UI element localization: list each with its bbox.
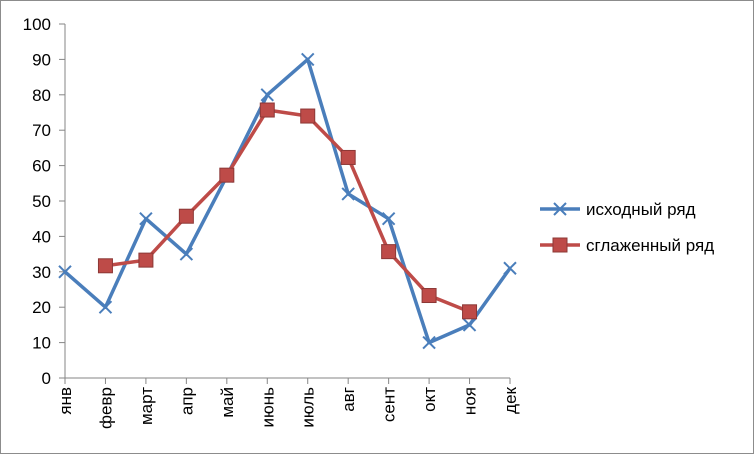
series-1-point <box>503 261 517 275</box>
x-tick-label: дек <box>501 386 520 413</box>
series-2-point <box>259 102 275 118</box>
legend-marker-1 <box>553 202 567 216</box>
y-tick-label: 50 <box>32 192 51 211</box>
series-2-point <box>340 149 356 165</box>
series-1-point <box>301 52 315 67</box>
series-1-point <box>179 247 194 261</box>
series-2-point <box>138 252 154 268</box>
series-line-1 <box>63 57 512 345</box>
x-tick-label: ноя <box>461 387 480 415</box>
legend-label-1: исходный ряд <box>586 200 696 219</box>
series-2-point <box>462 304 478 320</box>
x-tick-label: май <box>218 387 237 418</box>
series-2-point <box>178 208 194 224</box>
y-tick-label: 90 <box>32 50 51 69</box>
y-tick-label: 20 <box>32 298 51 317</box>
y-tick-label: 70 <box>32 121 51 140</box>
y-tick-label: 30 <box>32 263 51 282</box>
series-1-point <box>98 300 113 314</box>
legend-marker-2 <box>552 237 568 253</box>
x-tick-label: июль <box>299 387 318 428</box>
series-1-point <box>58 265 72 279</box>
x-tick-label: авг <box>339 387 358 412</box>
x-tick-label: апр <box>177 387 196 415</box>
series-2-point <box>381 244 397 260</box>
y-tick-label: 0 <box>42 369 51 388</box>
x-tick-label: сент <box>380 387 399 422</box>
x-tick-label: июнь <box>258 387 277 428</box>
series-1-point <box>462 318 477 332</box>
x-tick-label: март <box>137 387 156 425</box>
series-2-point <box>300 108 316 124</box>
series-1-point <box>341 187 355 201</box>
series-1-point <box>381 211 396 226</box>
series-line-2 <box>105 108 471 314</box>
series-2-point <box>219 167 235 183</box>
y-tick-label: 100 <box>23 15 51 34</box>
x-tick-label: февр <box>96 387 115 429</box>
y-tick-label: 10 <box>32 334 51 353</box>
series-2-point <box>97 258 113 274</box>
series-1-point <box>422 335 436 350</box>
y-tick-label: 80 <box>32 86 51 105</box>
y-tick-label: 40 <box>32 227 51 246</box>
y-tick-label: 60 <box>32 157 51 176</box>
x-tick-label: окт <box>420 387 439 412</box>
series-1-point <box>260 88 274 102</box>
series-2-point <box>421 288 437 304</box>
x-tick-label: янв <box>56 387 75 415</box>
legend-label-2: сглаженный ряд <box>586 236 714 255</box>
series-1-point <box>139 211 153 226</box>
